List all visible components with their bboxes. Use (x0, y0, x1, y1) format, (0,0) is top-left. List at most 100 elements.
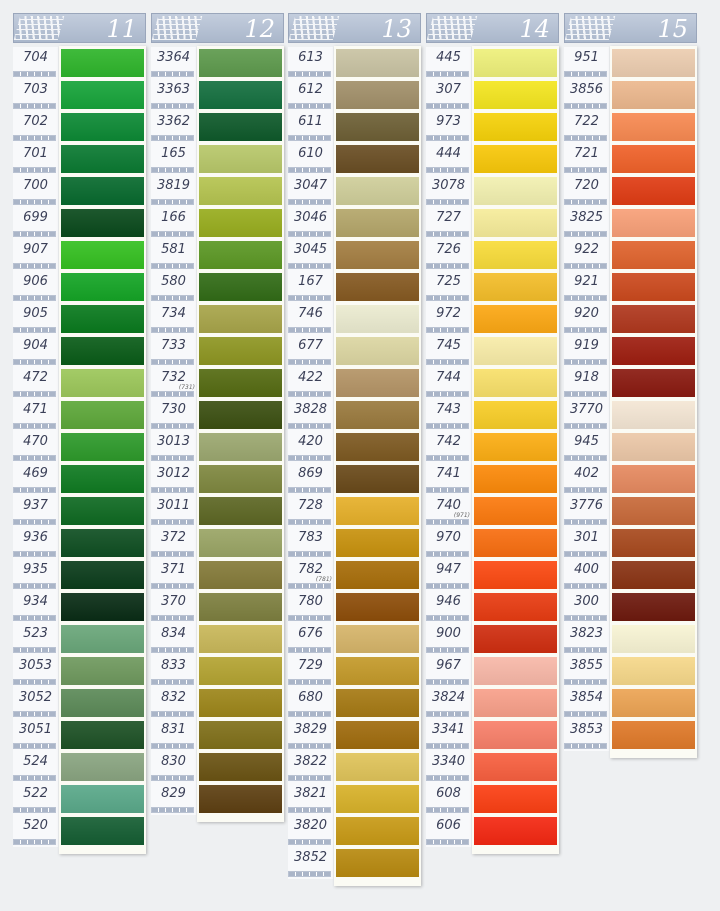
color-code-label: 422 (288, 367, 333, 399)
color-code-label: 730 (151, 399, 196, 431)
scale-bar (13, 103, 56, 109)
thread-swatch-973 (474, 113, 557, 141)
scale-bar (151, 807, 194, 813)
color-code: 780 (298, 594, 323, 609)
color-code: 834 (161, 626, 186, 641)
thread-swatch-972 (474, 305, 557, 333)
brand-logo-icon (151, 16, 203, 40)
color-code: 3824 (431, 690, 466, 705)
color-code-label: 3053 (13, 655, 58, 687)
thread-swatch-422 (336, 369, 419, 397)
color-code-label: 970 (426, 527, 471, 559)
color-code-label: 702 (13, 111, 58, 143)
color-code: 720 (574, 178, 599, 193)
scale-bar (426, 583, 469, 589)
color-code-label: 900 (426, 623, 471, 655)
scale-bar (426, 839, 469, 845)
thread-swatch-3823 (612, 625, 695, 653)
color-code: 422 (298, 370, 323, 385)
thread-swatch-728 (336, 497, 419, 525)
color-code: 3819 (156, 178, 191, 193)
scale-bar (426, 711, 469, 717)
scale-bar (426, 295, 469, 301)
color-code: 3340 (431, 754, 466, 769)
color-code-label: 922 (564, 239, 609, 271)
color-code-label: 701 (13, 143, 58, 175)
color-code-label: 703 (13, 79, 58, 111)
thread-swatch-833 (199, 657, 282, 685)
color-code: 166 (161, 210, 186, 225)
scale-bar (13, 135, 56, 141)
scale-bar (564, 679, 607, 685)
color-code-label: 402 (564, 463, 609, 495)
color-code-label: 3828 (288, 399, 333, 431)
scale-bar (426, 103, 469, 109)
thread-swatch-746 (336, 305, 419, 333)
card-header: 15 (564, 13, 697, 43)
thread-swatch-3819 (199, 177, 282, 205)
color-code: 937 (23, 498, 48, 513)
scale-bar (151, 327, 194, 333)
thread-swatch-611 (336, 113, 419, 141)
scale-bar (151, 167, 194, 173)
scale-bar (13, 327, 56, 333)
scale-bar (151, 711, 194, 717)
thread-swatch-703 (61, 81, 144, 109)
color-code-label: 720 (564, 175, 609, 207)
color-code-label: 471 (13, 399, 58, 431)
color-code-label: 699 (13, 207, 58, 239)
color-code: 3855 (569, 658, 604, 673)
color-code: 947 (436, 562, 461, 577)
scale-bar (426, 423, 469, 429)
scale-bar (564, 583, 607, 589)
scale-bar (288, 743, 331, 749)
color-code: 830 (161, 754, 186, 769)
scale-bar (288, 135, 331, 141)
color-code: 700 (23, 178, 48, 193)
thread-swatch-608 (474, 785, 557, 813)
color-code: 3078 (431, 178, 466, 193)
color-code: 967 (436, 658, 461, 673)
scale-bar (288, 871, 331, 877)
scale-bar (288, 775, 331, 781)
color-code-label: 3047 (288, 175, 333, 207)
scale-bar (426, 71, 469, 77)
thread-swatch-904 (61, 337, 144, 365)
color-code-label: 742 (426, 431, 471, 463)
color-code: 3821 (293, 786, 328, 801)
color-code-label: 832 (151, 687, 196, 719)
scale-bar (151, 647, 194, 653)
thread-swatch-307 (474, 81, 557, 109)
scale-bar (13, 711, 56, 717)
scale-bar (13, 231, 56, 237)
color-code: 904 (23, 338, 48, 353)
thread-swatch-3855 (612, 657, 695, 685)
thread-swatch-167 (336, 273, 419, 301)
scale-bar (288, 423, 331, 429)
scale-bar (564, 711, 607, 717)
color-code: 946 (436, 594, 461, 609)
color-code: 729 (298, 658, 323, 673)
card-number: 12 (244, 15, 275, 43)
color-code-label: 727 (426, 207, 471, 239)
scale-bar (13, 423, 56, 429)
color-code: 165 (161, 146, 186, 161)
color-code: 921 (574, 274, 599, 289)
color-code-label: 906 (13, 271, 58, 303)
color-code-label: 166 (151, 207, 196, 239)
color-code: 372 (161, 530, 186, 545)
thread-swatch-783 (336, 529, 419, 557)
thread-swatch-3012 (199, 465, 282, 493)
thread-swatch-830 (199, 753, 282, 781)
color-code-label: 904 (13, 335, 58, 367)
color-code: 3856 (569, 82, 604, 97)
color-code: 3822 (293, 754, 328, 769)
scale-bar (151, 199, 194, 205)
color-code: 301 (574, 530, 599, 545)
color-code: 782 (298, 562, 323, 577)
thread-swatch-3776 (612, 497, 695, 525)
scale-bar (13, 839, 56, 845)
color-code-label: 935 (13, 559, 58, 591)
color-code: 3776 (569, 498, 604, 513)
thread-swatch-722 (612, 113, 695, 141)
